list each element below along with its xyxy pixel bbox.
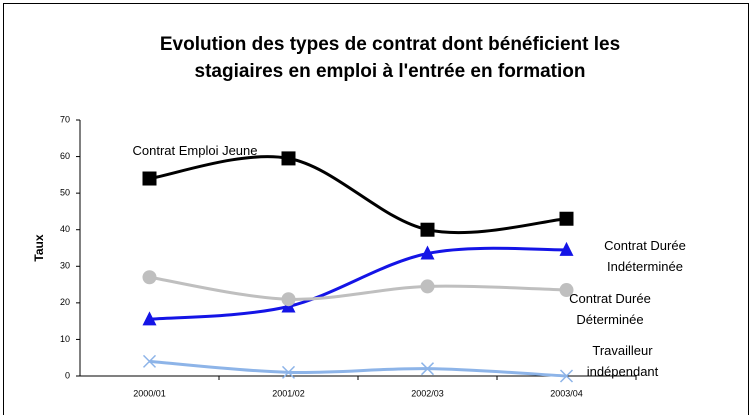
marker	[281, 365, 296, 379]
y-tick-label: 70	[60, 114, 70, 124]
marker	[142, 311, 157, 326]
marker	[559, 211, 574, 226]
marker	[142, 354, 157, 368]
y-tick-label: 10	[60, 334, 70, 344]
marker	[142, 171, 157, 186]
marker	[420, 279, 435, 294]
marker	[281, 292, 296, 307]
series-line	[149, 246, 567, 321]
x-tick-label: 2003/04	[550, 388, 583, 398]
y-tick-label: 60	[60, 151, 70, 161]
series-line	[149, 275, 567, 301]
chart-title: stagiaires en emploi à l'entrée en forma…	[195, 61, 586, 82]
marker	[142, 270, 157, 285]
y-tick-label: 0	[65, 370, 70, 380]
x-tick-label: 2000/01	[133, 388, 166, 398]
y-tick-label: 30	[60, 261, 70, 271]
series-label: Contrat Durée Indéterminée	[604, 238, 686, 274]
chart-title: Evolution des types de contrat dont béné…	[160, 34, 620, 55]
y-tick-label: 20	[60, 297, 70, 307]
series-line	[149, 359, 567, 378]
marker	[420, 245, 435, 260]
chart-border	[3, 3, 749, 415]
marker	[281, 151, 296, 166]
marker	[559, 369, 574, 383]
series-label: Contrat Durée Déterminée	[569, 291, 651, 327]
marker	[559, 283, 574, 298]
marker	[420, 362, 435, 376]
y-axis-label: Taux	[32, 234, 46, 261]
series-line	[149, 155, 567, 235]
marker	[420, 222, 435, 237]
y-tick-label: 40	[60, 224, 70, 234]
marker	[559, 241, 574, 256]
x-tick-label: 2002/03	[411, 388, 444, 398]
x-tick-label: 2001/02	[272, 388, 305, 398]
series-label: Contrat Emploi Jeune	[132, 143, 258, 158]
y-tick-label: 50	[60, 188, 70, 198]
series-label: Travailleur indépendant	[586, 343, 659, 379]
